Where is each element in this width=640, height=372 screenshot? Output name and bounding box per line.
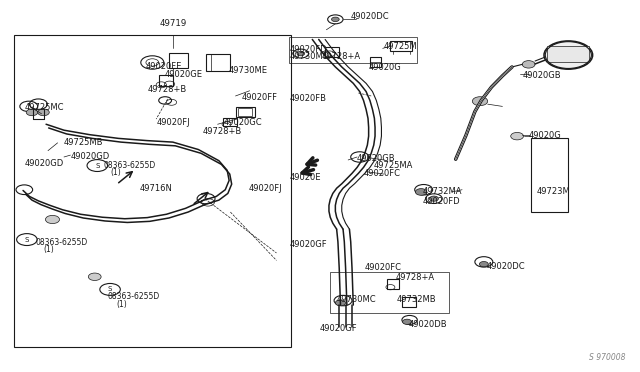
Bar [223, 118, 237, 126]
Bar [169, 53, 188, 68]
Text: (1): (1) [44, 246, 54, 254]
Circle shape [402, 315, 417, 324]
Text: 49020GF: 49020GF [320, 324, 358, 333]
Circle shape [472, 97, 488, 106]
Text: 49020E: 49020E [289, 173, 321, 182]
Circle shape [17, 234, 37, 246]
Text: 49730ME: 49730ME [229, 66, 268, 75]
Text: 49020FE: 49020FE [146, 62, 182, 71]
Text: 49020GF: 49020GF [289, 240, 327, 249]
Text: 08363-6255D: 08363-6255D [108, 292, 160, 301]
Text: 49725MB: 49725MB [64, 138, 104, 147]
Text: 49723M: 49723M [536, 187, 570, 196]
Circle shape [87, 160, 108, 171]
Bar [387, 279, 399, 289]
Circle shape [100, 283, 120, 295]
Text: 49730MC: 49730MC [337, 295, 376, 304]
Circle shape [351, 152, 369, 162]
Circle shape [544, 41, 593, 69]
Text: 49728+A: 49728+A [396, 273, 435, 282]
Text: S 970008: S 970008 [589, 353, 626, 362]
Circle shape [328, 15, 343, 24]
Text: 49716N: 49716N [140, 185, 172, 193]
Text: 49020FD: 49020FD [289, 45, 327, 54]
Circle shape [332, 17, 339, 22]
Circle shape [45, 215, 60, 224]
Bar [330, 272, 449, 313]
Text: 08363-6255D: 08363-6255D [35, 238, 88, 247]
Circle shape [475, 257, 493, 267]
Text: 49020GC: 49020GC [224, 118, 262, 127]
Circle shape [293, 49, 308, 58]
Text: 49730MD: 49730MD [289, 52, 330, 61]
Bar [289, 37, 417, 63]
Text: S: S [95, 163, 99, 169]
Text: 49020DB: 49020DB [408, 320, 447, 329]
Text: 49728+A: 49728+A [321, 52, 360, 61]
Bar [531, 138, 568, 212]
Circle shape [415, 189, 427, 195]
Text: 49725M: 49725M [384, 42, 418, 51]
Text: 49732MB: 49732MB [397, 295, 436, 304]
Text: 49020GD: 49020GD [70, 152, 109, 161]
Text: 49728+B: 49728+B [147, 85, 186, 94]
Text: 49719: 49719 [159, 19, 186, 28]
Circle shape [334, 295, 352, 306]
Text: 49020FC: 49020FC [364, 169, 401, 178]
Text: 49020GD: 49020GD [24, 159, 63, 168]
Circle shape [297, 51, 305, 56]
Text: 49020GB: 49020GB [522, 71, 561, 80]
Circle shape [38, 109, 49, 116]
Circle shape [26, 109, 38, 116]
Bar [238, 108, 252, 116]
Text: 08363-6255D: 08363-6255D [104, 161, 156, 170]
Circle shape [415, 185, 433, 195]
Text: 49728+B: 49728+B [202, 127, 241, 136]
Bar [206, 54, 230, 71]
Text: S: S [108, 286, 112, 292]
Bar [370, 57, 381, 67]
Text: 49732MA: 49732MA [422, 187, 462, 196]
Circle shape [426, 194, 442, 203]
Bar [325, 47, 339, 57]
Circle shape [522, 61, 535, 68]
Text: 49020GE: 49020GE [165, 70, 203, 79]
Circle shape [429, 196, 438, 201]
Text: 49020FF: 49020FF [242, 93, 278, 102]
Bar [390, 41, 412, 51]
Text: 49020FB: 49020FB [289, 94, 326, 103]
Text: 49020G: 49020G [529, 131, 561, 140]
Text: S: S [25, 237, 29, 243]
Text: 49020DC: 49020DC [351, 12, 389, 21]
Text: 49725MA: 49725MA [374, 161, 413, 170]
Circle shape [335, 300, 346, 306]
Text: 49020GB: 49020GB [357, 154, 396, 163]
Text: (1): (1) [110, 169, 121, 177]
Text: 49020FC: 49020FC [365, 263, 402, 272]
Circle shape [479, 262, 488, 267]
Bar [402, 297, 416, 307]
Text: 49020FJ: 49020FJ [248, 185, 282, 193]
Bar [547, 46, 589, 62]
Circle shape [88, 273, 101, 280]
Circle shape [511, 132, 524, 140]
Text: 49020FJ: 49020FJ [156, 118, 190, 126]
Text: (1): (1) [116, 300, 127, 309]
Text: 49020FD: 49020FD [422, 197, 460, 206]
Bar [159, 75, 173, 86]
Bar [236, 107, 255, 117]
Circle shape [403, 319, 412, 324]
Text: 49725MC: 49725MC [24, 103, 64, 112]
Text: 49020DC: 49020DC [486, 262, 525, 271]
Text: 49020G: 49020G [369, 63, 401, 72]
